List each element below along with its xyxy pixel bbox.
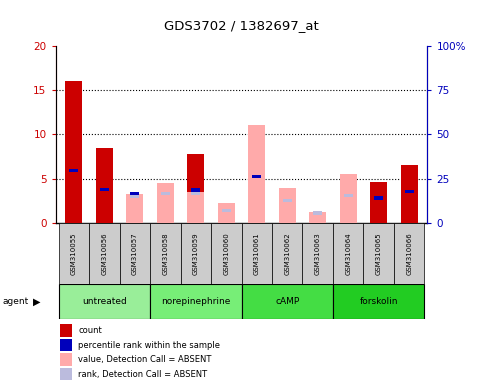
Bar <box>187 192 204 223</box>
Bar <box>343 194 353 197</box>
Bar <box>66 81 82 223</box>
Text: GSM310056: GSM310056 <box>101 232 107 275</box>
Bar <box>272 223 302 284</box>
Bar <box>394 223 425 284</box>
Bar <box>89 223 120 284</box>
Text: cAMP: cAMP <box>275 297 299 306</box>
Bar <box>313 212 322 215</box>
Bar <box>211 223 242 284</box>
Bar <box>150 223 181 284</box>
Bar <box>58 284 150 319</box>
Text: count: count <box>78 326 102 335</box>
Text: percentile rank within the sample: percentile rank within the sample <box>78 341 220 349</box>
Bar <box>150 284 242 319</box>
Text: GSM310062: GSM310062 <box>284 232 290 275</box>
Text: rank, Detection Call = ABSENT: rank, Detection Call = ABSENT <box>78 369 207 379</box>
Text: ▶: ▶ <box>33 296 41 306</box>
Bar <box>222 209 231 212</box>
Bar <box>242 284 333 319</box>
Text: untreated: untreated <box>82 297 127 306</box>
Text: GSM310059: GSM310059 <box>193 232 199 275</box>
Bar <box>187 154 204 223</box>
Text: GSM310058: GSM310058 <box>162 232 168 275</box>
Text: GSM310060: GSM310060 <box>223 232 229 275</box>
Bar <box>157 183 174 223</box>
Bar <box>279 188 296 223</box>
Bar <box>69 169 78 172</box>
Text: GSM310055: GSM310055 <box>71 232 77 275</box>
Bar <box>120 223 150 284</box>
Bar <box>248 125 265 223</box>
Bar <box>252 175 261 178</box>
Text: GSM310064: GSM310064 <box>345 232 351 275</box>
Text: GSM310061: GSM310061 <box>254 232 260 275</box>
Bar <box>130 192 140 195</box>
Bar <box>191 189 200 192</box>
Bar <box>363 223 394 284</box>
Bar <box>242 223 272 284</box>
Bar <box>218 203 235 223</box>
Bar <box>96 148 113 223</box>
Text: forskolin: forskolin <box>359 297 398 306</box>
Bar <box>333 284 425 319</box>
Bar <box>181 223 211 284</box>
Bar <box>309 212 326 223</box>
Text: GSM310066: GSM310066 <box>406 232 412 275</box>
Bar <box>370 182 387 223</box>
Text: GDS3702 / 1382697_at: GDS3702 / 1382697_at <box>164 19 319 32</box>
Bar <box>127 194 143 223</box>
Bar <box>283 199 292 202</box>
Bar <box>130 195 140 198</box>
Text: agent: agent <box>2 297 28 306</box>
Bar <box>374 197 383 200</box>
Text: norepinephrine: norepinephrine <box>161 297 230 306</box>
Bar <box>333 223 363 284</box>
Bar <box>405 190 414 194</box>
Bar <box>343 194 353 197</box>
Bar <box>302 223 333 284</box>
Bar <box>100 188 109 191</box>
Bar <box>58 223 89 284</box>
Text: GSM310063: GSM310063 <box>315 232 321 275</box>
Bar <box>401 166 417 223</box>
Text: value, Detection Call = ABSENT: value, Detection Call = ABSENT <box>78 355 212 364</box>
Bar <box>191 192 200 195</box>
Text: GSM310065: GSM310065 <box>376 232 382 275</box>
Bar <box>340 174 356 223</box>
Text: GSM310057: GSM310057 <box>132 232 138 275</box>
Bar <box>161 192 170 195</box>
